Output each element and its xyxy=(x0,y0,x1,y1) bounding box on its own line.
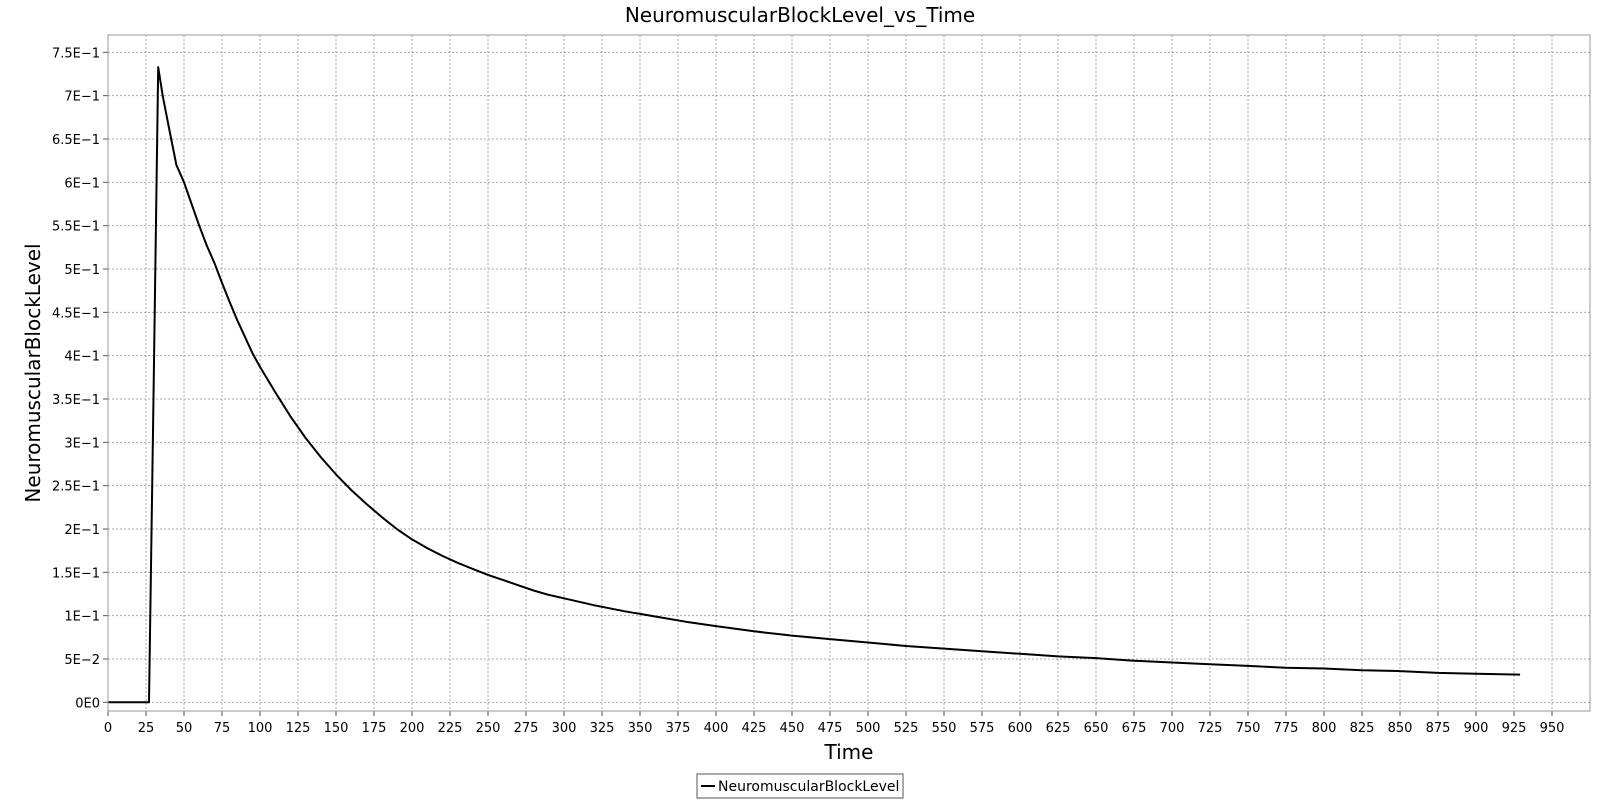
y-tick-label: 5E−1 xyxy=(64,263,100,278)
y-axis-title: NeuromuscularBlockLevel xyxy=(21,243,45,502)
y-tick-label: 7E−1 xyxy=(64,90,100,105)
x-tick-label: 125 xyxy=(286,721,311,736)
x-tick-label: 400 xyxy=(704,721,729,736)
series-line xyxy=(108,66,1521,704)
x-axis-title: Time xyxy=(824,740,874,764)
y-tick-label: 0E0 xyxy=(75,696,100,711)
x-tick-label: 900 xyxy=(1464,721,1489,736)
y-tick-label: 1.5E−1 xyxy=(52,566,100,581)
x-tick-label: 200 xyxy=(400,721,425,736)
y-tick-label: 3E−1 xyxy=(64,436,100,451)
x-tick-label: 75 xyxy=(214,721,231,736)
plot-border xyxy=(107,34,1591,712)
x-tick-label: 425 xyxy=(742,721,767,736)
x-axis-ticks: 0 25 50 75 100 125 150 175 200 225 250 275 300 325 350… xyxy=(104,711,1565,736)
y-tick-label: 7.5E−1 xyxy=(52,46,100,61)
x-tick-label: 800 xyxy=(1312,721,1337,736)
x-tick-label: 875 xyxy=(1426,721,1451,736)
x-tick-label: 700 xyxy=(1160,721,1185,736)
y-axis-ticks: 0E0 5E−2 1E−1 1.5E−1 2E−1 2.5E−1 3E−1 3.5E−1 4E−… xyxy=(52,46,108,711)
grid xyxy=(107,35,1590,711)
x-tick-label: 175 xyxy=(362,721,387,736)
x-tick-label: 150 xyxy=(324,721,349,736)
x-tick-label: 675 xyxy=(1122,721,1147,736)
x-tick-label: 625 xyxy=(1046,721,1071,736)
y-tick-label: 3.5E−1 xyxy=(52,393,100,408)
x-tick-label: 650 xyxy=(1084,721,1109,736)
y-tick-label: 1E−1 xyxy=(64,610,100,625)
x-tick-label: 0 xyxy=(104,721,112,736)
x-tick-label: 825 xyxy=(1350,721,1375,736)
x-tick-label: 925 xyxy=(1502,721,1527,736)
x-tick-label: 575 xyxy=(970,721,995,736)
series-layer xyxy=(108,66,1521,704)
x-tick-label: 450 xyxy=(780,721,805,736)
y-tick-label: 4E−1 xyxy=(64,350,100,365)
x-tick-label: 600 xyxy=(1008,721,1033,736)
legend-label: NeuromuscularBlockLevel xyxy=(718,779,899,795)
legend-box xyxy=(696,773,904,799)
x-tick-label: 250 xyxy=(476,721,501,736)
x-tick-label: 350 xyxy=(628,721,653,736)
y-tick-label: 5E−2 xyxy=(64,653,100,668)
x-tick-label: 500 xyxy=(856,721,881,736)
y-tick-label: 4.5E−1 xyxy=(52,306,100,321)
x-tick-label: 275 xyxy=(514,721,539,736)
x-tick-label: 25 xyxy=(138,721,155,736)
y-tick-label: 6E−1 xyxy=(64,176,100,191)
y-tick-label: 5.5E−1 xyxy=(52,220,100,235)
chart-title: NeuromuscularBlockLevel_vs_Time xyxy=(625,3,975,27)
x-tick-label: 225 xyxy=(438,721,463,736)
x-tick-label: 525 xyxy=(894,721,919,736)
x-tick-label: 100 xyxy=(248,721,273,736)
y-tick-label: 6.5E−1 xyxy=(52,133,100,148)
x-tick-label: 300 xyxy=(552,721,577,736)
y-tick-label: 2.5E−1 xyxy=(52,480,100,495)
x-tick-label: 775 xyxy=(1274,721,1299,736)
legend: NeuromuscularBlockLevel xyxy=(696,773,904,799)
x-tick-label: 375 xyxy=(666,721,691,736)
y-tick-label: 2E−1 xyxy=(64,523,100,538)
x-tick-label: 750 xyxy=(1236,721,1261,736)
x-tick-label: 850 xyxy=(1388,721,1413,736)
x-tick-label: 725 xyxy=(1198,721,1223,736)
x-tick-label: 475 xyxy=(818,721,843,736)
x-tick-label: 550 xyxy=(932,721,957,736)
x-tick-label: 50 xyxy=(176,721,193,736)
x-tick-label: 950 xyxy=(1540,721,1565,736)
x-tick-label: 325 xyxy=(590,721,615,736)
plot-area xyxy=(108,35,1590,711)
